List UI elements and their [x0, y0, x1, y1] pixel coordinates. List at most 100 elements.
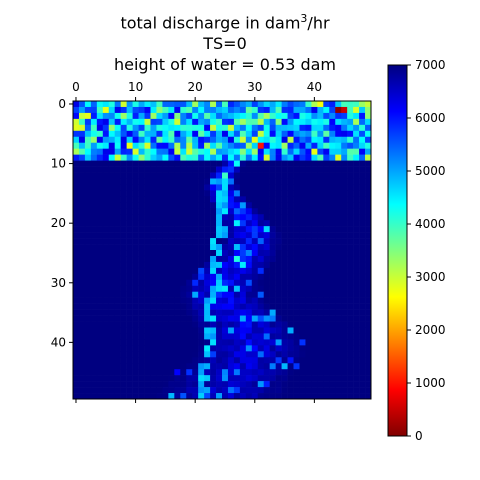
heatmap-cell [180, 267, 187, 275]
heatmap-cell [227, 160, 235, 167]
heatmap-cell [162, 238, 169, 245]
heatmap-cell [227, 369, 235, 376]
heatmap-cell [293, 142, 300, 149]
heatmap-cell [216, 220, 223, 227]
heatmap-cell [102, 136, 110, 144]
heatmap-cell [341, 339, 348, 346]
heatmap-cell [311, 345, 318, 352]
heatmap-cell [168, 339, 175, 346]
heatmap-cell [156, 255, 163, 263]
heatmap-cell [269, 321, 276, 328]
heatmap-cell [138, 333, 145, 340]
heatmap-cell [251, 369, 259, 376]
heatmap-cell [216, 214, 223, 221]
heatmap-cell [311, 124, 318, 132]
heatmap-cell [353, 214, 360, 221]
heatmap-cell [293, 148, 300, 155]
heatmap-cell [144, 357, 151, 364]
heatmap-cell [311, 250, 318, 257]
heatmap-cell [222, 315, 229, 322]
heatmap-cell [126, 148, 133, 155]
heatmap-cell [222, 267, 229, 275]
heatmap-cell [227, 154, 235, 161]
heatmap-cell [365, 327, 372, 334]
heatmap-cell [353, 142, 360, 149]
heatmap-cell [108, 184, 116, 191]
heatmap-cell [198, 172, 205, 179]
heatmap-cell [73, 363, 80, 370]
heatmap-cell [245, 261, 253, 269]
heatmap-cell [353, 101, 360, 108]
heatmap-cell [84, 381, 92, 388]
heatmap-cell [281, 279, 288, 287]
heatmap-cell [317, 357, 324, 364]
heatmap-cell [293, 172, 300, 179]
heatmap-cell [317, 345, 324, 352]
heatmap-cell [263, 202, 270, 209]
heatmap-cell [227, 220, 235, 227]
heatmap-cell [186, 279, 193, 287]
heatmap-cell [341, 238, 348, 245]
heatmap-cell [132, 291, 139, 298]
heatmap-cell [347, 351, 354, 358]
heatmap-cell [84, 363, 92, 370]
heatmap-cell [287, 279, 294, 287]
heatmap-cell [323, 315, 330, 322]
heatmap-cell [329, 232, 336, 239]
heatmap-cell [311, 166, 318, 173]
heatmap-cell [222, 184, 229, 191]
heatmap-cell [305, 148, 312, 155]
heatmap-cell [222, 261, 229, 269]
heatmap-cell [198, 339, 205, 346]
heatmap-cell [162, 214, 169, 221]
heatmap-cell [317, 220, 324, 227]
heatmap-cell [210, 190, 217, 197]
heatmap-cell [311, 172, 318, 179]
heatmap-cell [114, 106, 121, 114]
heatmap-cell [126, 375, 133, 382]
heatmap-cell [186, 315, 193, 322]
heatmap-cell [275, 333, 282, 340]
heatmap-cell [198, 226, 205, 233]
heatmap-cell [138, 381, 145, 388]
colorbar-tick-label: 1000 [415, 376, 446, 390]
heatmap-cell [90, 309, 98, 316]
heatmap-cell [299, 327, 306, 334]
heatmap-cell [204, 285, 211, 293]
heatmap-cell [222, 226, 229, 233]
heatmap-cell [323, 291, 330, 298]
heatmap-cell [78, 345, 86, 352]
heatmap-cell [233, 297, 241, 304]
heatmap-cell [84, 309, 92, 316]
heatmap-cell [108, 381, 116, 388]
heatmap-cell [90, 208, 98, 215]
heatmap-cell [317, 291, 324, 298]
heatmap-cell [96, 339, 104, 346]
heatmap-cell [287, 369, 294, 376]
heatmap-cell [251, 351, 259, 358]
heatmap-cell [114, 130, 121, 138]
heatmap-cell [78, 214, 86, 221]
heatmap-cell [293, 166, 300, 173]
heatmap-cell [365, 285, 372, 293]
heatmap-cell [138, 154, 145, 161]
heatmap-cell [162, 112, 169, 120]
heatmap-cell [317, 393, 324, 400]
heatmap-cell [156, 118, 163, 126]
heatmap-cell [239, 142, 247, 149]
heatmap-cell [335, 375, 342, 382]
heatmap-cell [162, 279, 169, 287]
heatmap-cell [102, 220, 110, 227]
heatmap-cell [73, 303, 80, 310]
heatmap-cell [90, 184, 98, 191]
heatmap-cell [174, 101, 181, 108]
heatmap-cell [233, 124, 241, 132]
heatmap-cell [239, 387, 247, 394]
heatmap-cell [120, 381, 127, 388]
heatmap-cell [281, 238, 288, 245]
heatmap-cell [293, 261, 300, 269]
heatmap-cell [132, 190, 139, 197]
heatmap-cell [198, 327, 205, 334]
heatmap-cell [73, 381, 80, 388]
heatmap-cell [317, 202, 324, 209]
